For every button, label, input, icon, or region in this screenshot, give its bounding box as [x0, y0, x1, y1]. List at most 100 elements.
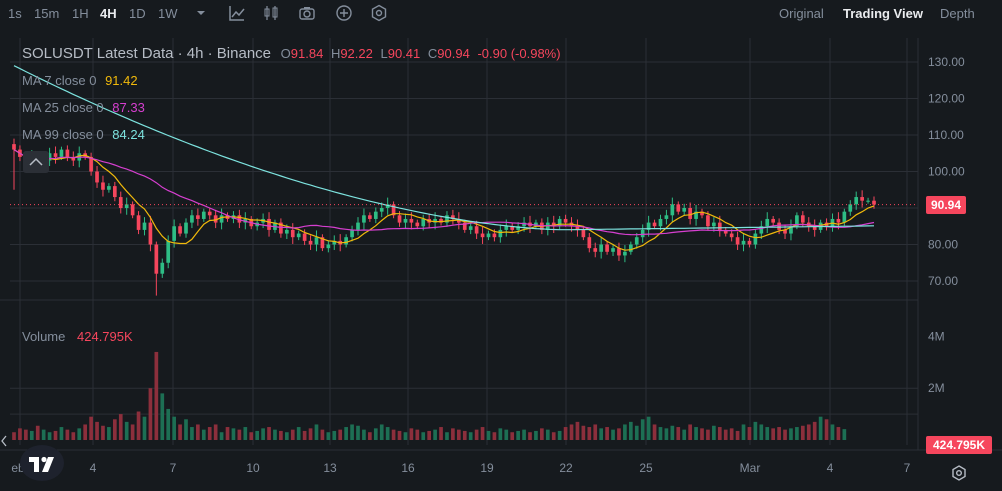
candle-body — [617, 248, 621, 256]
volume-bar — [842, 429, 847, 440]
candle-body — [765, 218, 770, 227]
candle-body — [652, 222, 657, 227]
candle-body — [486, 233, 491, 238]
candle-body — [729, 233, 734, 238]
candle-body — [362, 215, 366, 223]
volume-bar — [682, 429, 687, 440]
candle-body — [474, 226, 479, 234]
ma25-legend[interactable]: MA 25 close 0 87.33 — [22, 100, 145, 115]
volume-bar — [231, 428, 236, 440]
ma7-legend[interactable]: MA 7 close 0 91.42 — [22, 73, 138, 88]
volume-bar — [409, 428, 414, 440]
candle-body — [53, 153, 58, 157]
volume-bar — [516, 430, 520, 440]
candle-body — [771, 218, 776, 223]
candle-body — [308, 240, 313, 245]
candle-body — [634, 237, 639, 245]
volume-legend: Volume 424.795K — [22, 329, 133, 344]
camera-icon[interactable] — [298, 4, 316, 22]
candle-body — [670, 204, 675, 216]
candle-body — [326, 244, 331, 249]
volume-bar — [830, 424, 835, 440]
collapse-button-bg — [23, 151, 49, 173]
ohlc-legend: SOLUSDT Latest Data · 4h · Binance O91.8… — [22, 45, 561, 62]
time-tick-label: Mar — [740, 461, 761, 475]
candle-body — [196, 215, 200, 219]
view-original[interactable]: Original — [779, 6, 824, 21]
candle-body — [706, 215, 710, 227]
candlestick-chart[interactable]: 130.00120.00110.00100.0080.0070.004M2Meb… — [0, 38, 1002, 491]
timeframe-15m[interactable]: 15m — [34, 6, 60, 21]
volume-bar — [196, 424, 200, 440]
ma99-legend[interactable]: MA 99 close 0 84.24 — [22, 127, 145, 142]
indicator-line-icon[interactable] — [228, 4, 246, 22]
volume-bar — [658, 427, 663, 440]
tradingview-logo[interactable] — [20, 445, 64, 481]
volume-bar — [646, 416, 651, 440]
view-depth[interactable]: Depth — [940, 6, 975, 21]
timeframe-1d[interactable]: 1D — [129, 6, 146, 21]
volume-bar — [118, 414, 123, 440]
volume-bar — [800, 425, 805, 440]
candle-body — [296, 233, 301, 238]
price-tick-label: 70.00 — [928, 274, 958, 288]
candle-body — [136, 215, 141, 230]
candle-body — [812, 226, 817, 230]
volume-bar — [587, 427, 592, 440]
volume-bar — [136, 411, 141, 440]
candle-body — [290, 229, 295, 238]
volume-bar — [427, 430, 432, 440]
price-tick-label: 100.00 — [928, 165, 965, 179]
close-key: C — [427, 46, 438, 61]
candle-body — [623, 251, 627, 256]
volume-bar — [664, 428, 669, 440]
volume-bar — [29, 430, 34, 440]
add-indicator-icon[interactable] — [335, 4, 353, 22]
candle-body — [65, 149, 70, 157]
price-tick-label: 130.00 — [928, 55, 965, 69]
timeframe-1s[interactable]: 1s — [8, 6, 22, 21]
candle-style-icon[interactable] — [262, 4, 280, 22]
settings-icon[interactable] — [370, 4, 388, 22]
volume-bar — [77, 428, 82, 440]
volume-bar — [634, 425, 639, 440]
collapse-legend-button[interactable] — [23, 151, 49, 173]
chart-settings-icon[interactable] — [951, 465, 967, 481]
chart-area[interactable]: 130.00 120.00 110.00 100.00 80.00 70.00 4M 2M eb… — [0, 38, 1002, 491]
volume-bar — [706, 429, 710, 440]
timeframe-4h[interactable]: 4H — [100, 6, 117, 21]
volume-bar — [640, 419, 645, 440]
candle-body — [593, 248, 598, 252]
candle-body — [836, 218, 841, 223]
volume-bar — [225, 427, 230, 440]
volume-bar — [723, 429, 728, 440]
candle-body — [581, 229, 586, 238]
time-tick-label: 4 — [827, 461, 834, 475]
timeframe-1w[interactable]: 1W — [158, 6, 178, 21]
volume-bar — [510, 432, 515, 440]
timeframe-1h[interactable]: 1H — [72, 6, 89, 21]
timeframe-dropdown-icon[interactable] — [192, 4, 210, 22]
candle-body — [712, 222, 716, 227]
volume-bar — [237, 429, 242, 440]
candle-body — [516, 226, 520, 230]
volume-bar — [747, 427, 752, 440]
candle-body — [504, 226, 509, 230]
ma25-line — [13, 149, 875, 236]
pair-title: SOLUSDT Latest Data · 4h · Binance — [22, 45, 272, 62]
volume-bar — [213, 424, 218, 440]
ma7-line — [13, 149, 875, 251]
candle-body — [658, 218, 663, 227]
candle-body — [178, 226, 182, 234]
candle-body — [237, 215, 242, 223]
candle-body — [795, 215, 799, 227]
candle-body — [682, 208, 687, 212]
volume-bar — [700, 428, 704, 440]
candle-body — [344, 237, 348, 245]
volume-bar — [599, 428, 604, 440]
volume-bar — [439, 427, 443, 440]
volume-bar — [326, 432, 331, 440]
candle-body — [664, 215, 669, 219]
view-trading-view[interactable]: Trading View — [843, 6, 923, 21]
volume-bar — [273, 429, 277, 440]
